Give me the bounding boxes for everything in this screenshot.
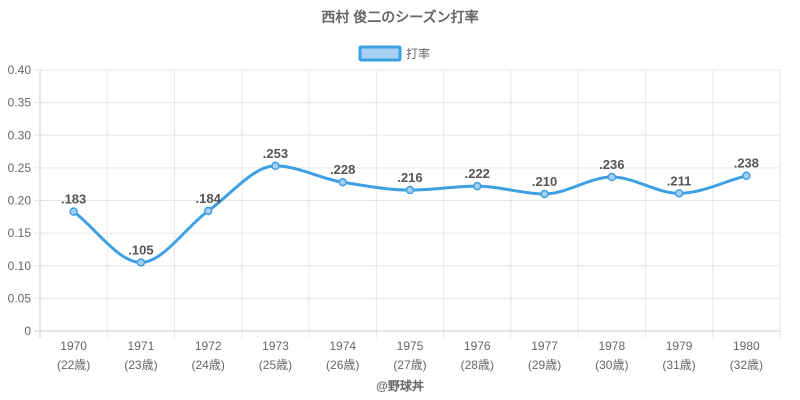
data-point[interactable] [473, 181, 482, 191]
legend-swatch [358, 45, 402, 62]
x-tick-label: 1971 [128, 339, 155, 353]
data-label: .222 [465, 166, 490, 181]
data-label: .184 [196, 191, 222, 206]
data-point[interactable] [271, 161, 280, 171]
y-tick-label: 0 [24, 324, 31, 338]
x-tick-sublabel: (24歳) [192, 358, 225, 372]
data-label: .238 [734, 156, 759, 171]
x-tick-sublabel: (22歳) [57, 358, 90, 372]
data-label: .228 [330, 162, 355, 177]
x-tick-label: 1979 [666, 339, 693, 353]
x-tick-label: 1972 [195, 339, 222, 353]
x-tick-label: 1970 [60, 339, 87, 353]
x-tick-label: 1978 [598, 339, 625, 353]
x-tick-sublabel: (29歳) [528, 358, 561, 372]
data-label: .105 [128, 242, 153, 257]
grid [34, 69, 781, 338]
y-tick-label: 0.35 [8, 96, 32, 110]
x-tick-sublabel: (31歳) [662, 358, 695, 372]
legend[interactable]: 打率 [358, 45, 430, 62]
x-tick-sublabel: (28歳) [461, 358, 494, 372]
y-tick-label: 0.15 [8, 226, 32, 240]
y-tick-label: 0.30 [8, 128, 32, 142]
credit-text: @野球丼 [376, 378, 424, 393]
x-tick-sublabel: (30歳) [595, 358, 628, 372]
data-point[interactable] [742, 171, 751, 180]
data-point[interactable] [136, 258, 146, 267]
data-label: .253 [263, 146, 288, 161]
x-tick-label: 1975 [397, 339, 424, 353]
x-tick-label: 1980 [733, 339, 760, 353]
data-label: .216 [397, 170, 422, 185]
y-axis: 0 0.05 0.10 0.15 0.20 0.25 0.30 0.35 0.40 [8, 63, 32, 338]
chart-title: 西村 俊二のシーズン打率 [321, 9, 478, 25]
data-points[interactable] [69, 161, 751, 267]
legend-label: 打率 [406, 46, 430, 61]
data-point[interactable] [405, 185, 415, 195]
data-point[interactable] [69, 207, 78, 216]
data-point[interactable] [540, 189, 549, 199]
data-label: .183 [61, 192, 86, 207]
x-tick-sublabel: (32歳) [730, 358, 763, 372]
data-point[interactable] [338, 177, 347, 187]
y-tick-label: 0.20 [8, 194, 32, 208]
data-point[interactable] [607, 172, 617, 182]
y-tick-label: 0.10 [8, 259, 32, 273]
x-axis: 1970 (22歳) 1971 (23歳) 1972 (24歳) 1973 (25歳) 1974… [57, 339, 763, 372]
x-tick-sublabel: (26歳) [326, 358, 359, 372]
x-tick-label: 1976 [464, 339, 491, 353]
x-tick-sublabel: (27歳) [393, 358, 426, 372]
x-tick-sublabel: (23歳) [124, 358, 157, 372]
data-point[interactable] [203, 206, 213, 216]
y-tick-label: 0.40 [8, 63, 32, 77]
x-tick-sublabel: (25歳) [259, 358, 292, 372]
x-tick-label: 1977 [531, 339, 558, 353]
data-labels: .183 .105 .184 .253 .228 .216 .222 .210 .236 .211… [61, 146, 759, 258]
y-tick-label: 0.05 [8, 291, 32, 305]
x-tick-label: 1974 [329, 339, 356, 353]
data-label: .211 [667, 173, 692, 188]
data-label: .210 [532, 174, 557, 189]
y-tick-label: 0.25 [8, 161, 32, 175]
data-point[interactable] [674, 189, 684, 198]
x-tick-label: 1973 [262, 339, 289, 353]
data-label: .236 [599, 157, 624, 172]
